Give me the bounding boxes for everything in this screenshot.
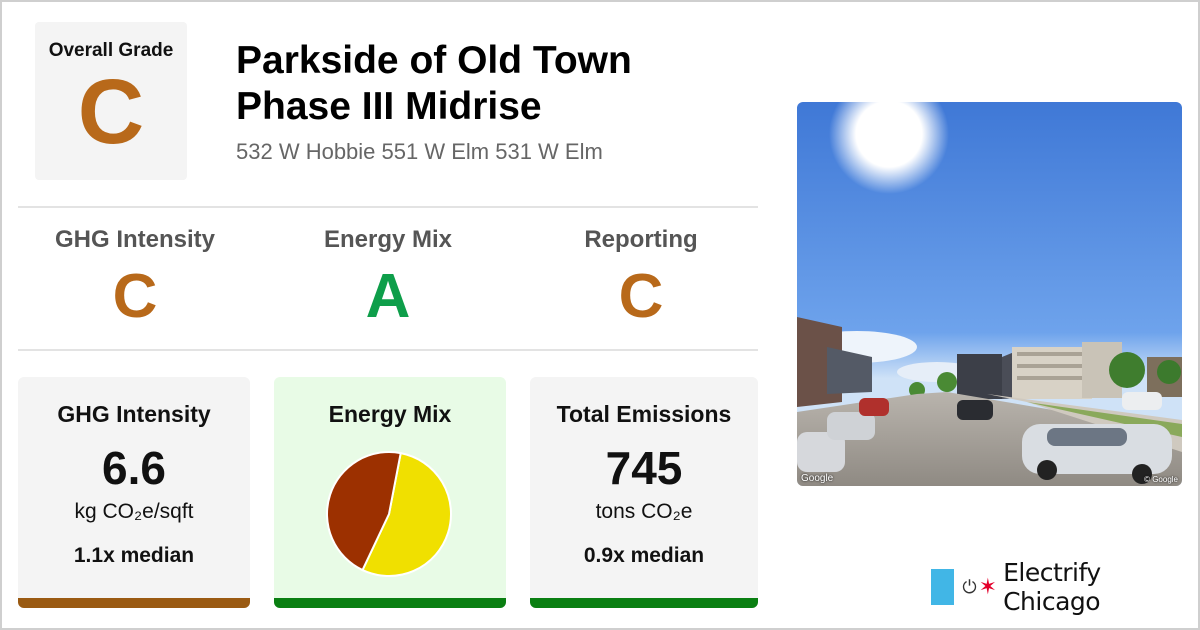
star-icon: ✶ (978, 574, 998, 599)
subgrade-label: Reporting (584, 226, 698, 253)
total-emissions-value: 745 (605, 442, 683, 494)
overall-grade-label: Overall Grade (48, 40, 174, 61)
building-street-photo: Google © Google (797, 102, 1182, 486)
card-title: Energy Mix (328, 401, 452, 427)
total-emissions-median: 0.9x median (583, 544, 705, 567)
chicago-flag-icon (931, 569, 955, 605)
divider (18, 349, 758, 351)
subgrade-reporting: Reporting C (526, 226, 756, 332)
plug-icon: ⏻ (962, 576, 977, 597)
subgrade-letter: A (365, 262, 411, 331)
subgrade-label: Energy Mix (323, 226, 453, 253)
overall-grade-letter: C (77, 61, 145, 163)
ghg-intensity-unit: kg CO₂e/sqft (74, 500, 194, 523)
total-emissions-unit: tons CO₂e (595, 500, 693, 523)
logo-text: Electrify Chicago (1003, 558, 1101, 616)
ghg-intensity-card: GHG Intensity 6.6 kg CO₂e/sqft 1.1x medi… (18, 377, 250, 608)
subgrade-letter: C (618, 262, 664, 331)
ghg-intensity-median: 1.1x median (73, 544, 195, 567)
pie-slice-1 (326, 451, 402, 572)
energy-mix-card: Energy Mix (274, 377, 506, 608)
building-name: Parkside of Old Town Phase III Midrise (236, 39, 632, 128)
photo-credit: Google (801, 473, 834, 484)
subgrade-letter: C (112, 262, 158, 331)
subgrade-ghg-intensity: GHG Intensity C (20, 226, 250, 332)
card-accent-bar (18, 598, 250, 608)
building-address: 532 W Hobbie 551 W Elm 531 W Elm (236, 139, 603, 164)
electrify-chicago-logo[interactable]: ⏻ ✶ Electrify Chicago (931, 558, 1200, 616)
ghg-intensity-value: 6.6 (102, 442, 166, 494)
divider (18, 206, 758, 208)
pie-slice-0 (361, 451, 452, 577)
overall-grade-box: Overall Grade C (35, 22, 187, 180)
subgrade-label: GHG Intensity (54, 226, 216, 253)
card-title: Total Emissions (556, 401, 732, 427)
photo-credit-copyright: © Google (1144, 475, 1178, 484)
energy-mix-pie-chart (326, 451, 452, 577)
card-accent-bar (274, 598, 506, 608)
total-emissions-card: Total Emissions 745 tons CO₂e 0.9x media… (530, 377, 758, 608)
card-accent-bar (530, 598, 758, 608)
card-title: GHG Intensity (57, 401, 211, 427)
subgrade-energy-mix: Energy Mix A (273, 226, 503, 332)
